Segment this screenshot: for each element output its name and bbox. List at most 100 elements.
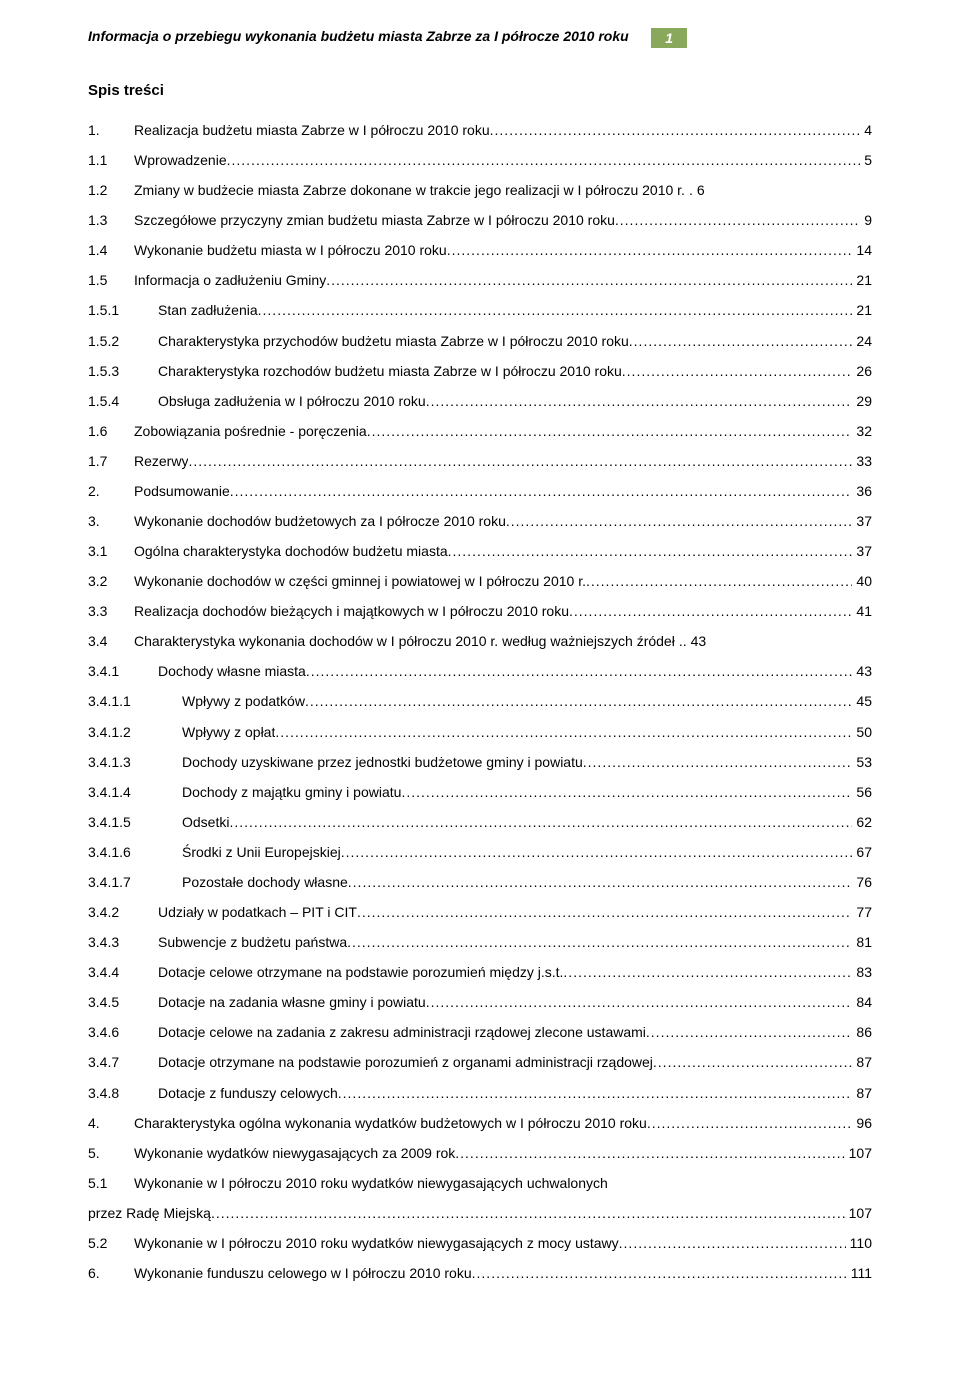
toc-number: 3.4.1.6 <box>88 843 182 862</box>
toc-entry: 1.5.4Obsługa zadłużenia w I półroczu 201… <box>88 392 872 411</box>
toc-page: 56 <box>852 783 872 802</box>
toc-entry: 5.1Wykonanie w I półroczu 2010 roku wyda… <box>88 1174 872 1193</box>
toc-page: 84 <box>852 993 872 1012</box>
toc-leader <box>305 692 852 711</box>
toc-leader <box>490 121 861 140</box>
toc-heading: Spis treści <box>88 82 872 99</box>
toc-entry: 3.4.7Dotacje otrzymane na podstawie poro… <box>88 1053 872 1072</box>
toc-label: Wykonanie dochodów budżetowych za I półr… <box>134 512 506 531</box>
table-of-contents: 1.Realizacja budżetu miasta Zabrze w I p… <box>88 121 872 1283</box>
toc-label: Obsługa zadłużenia w I półroczu 2010 rok… <box>158 392 426 411</box>
toc-label: Informacja o zadłużeniu Gminy <box>134 271 326 290</box>
toc-leader <box>229 813 852 832</box>
toc-leader <box>472 1264 847 1283</box>
toc-leader-short: . <box>685 181 693 200</box>
page-number-badge: 1 <box>651 28 687 48</box>
toc-label: Zobowiązania pośrednie - poręczenia <box>134 422 367 441</box>
toc-entry: 2.Podsumowanie 36 <box>88 482 872 501</box>
toc-number: 3.4.1 <box>88 662 158 681</box>
toc-label: Rezerwy <box>134 452 188 471</box>
toc-number: 6. <box>88 1264 134 1283</box>
toc-number: 3.4.1.3 <box>88 753 182 772</box>
toc-entry: 3.4.1.7Pozostałe dochody własne 76 <box>88 873 872 892</box>
toc-leader <box>258 301 853 320</box>
toc-entry-continuation: przez Radę Miejską107 <box>88 1204 872 1223</box>
toc-leader <box>622 362 853 381</box>
toc-number: 3.4.1.5 <box>88 813 182 832</box>
toc-entry: 5.2Wykonanie w I półroczu 2010 roku wyda… <box>88 1234 872 1253</box>
toc-page: 36 <box>852 482 872 501</box>
toc-label: Dochody uzyskiwane przez jednostki budże… <box>182 753 583 772</box>
toc-number: 4. <box>88 1114 134 1133</box>
toc-entry: 6.Wykonanie funduszu celowego w I półroc… <box>88 1264 872 1283</box>
toc-number: 3.2 <box>88 572 134 591</box>
toc-page: 43 <box>687 632 707 651</box>
toc-leader <box>367 422 853 441</box>
toc-page: 33 <box>852 452 872 471</box>
toc-leader <box>357 903 852 922</box>
toc-entry: 3.4.2Udziały w podatkach – PIT i CIT 77 <box>88 903 872 922</box>
toc-entry: 1.7Rezerwy 33 <box>88 452 872 471</box>
toc-label: Podsumowanie <box>134 482 230 501</box>
toc-label: Wykonanie budżetu miasta w I półroczu 20… <box>134 241 447 260</box>
toc-number: 3.4.5 <box>88 993 158 1012</box>
toc-number: 5.1 <box>88 1174 134 1193</box>
toc-leader <box>448 542 853 561</box>
toc-number: 3.4.7 <box>88 1053 158 1072</box>
toc-leader <box>188 452 852 471</box>
page-header: Informacja o przebiegu wykonania budżetu… <box>88 28 872 48</box>
toc-leader-short: .. <box>675 632 687 651</box>
toc-leader <box>586 572 852 591</box>
toc-leader <box>569 602 852 621</box>
toc-page: 37 <box>852 512 872 531</box>
toc-label: Środki z Unii Europejskiej <box>182 843 341 862</box>
toc-entry: 3.4Charakterystyka wykonania dochodów w … <box>88 632 872 651</box>
toc-leader <box>230 482 853 501</box>
toc-entry: 4.Charakterystyka ogólna wykonania wydat… <box>88 1114 872 1133</box>
toc-page: 111 <box>847 1264 872 1283</box>
toc-number: 1.3 <box>88 211 134 230</box>
toc-entry: 3.4.1.5Odsetki 62 <box>88 813 872 832</box>
toc-entry: 3.4.1.6Środki z Unii Europejskiej 67 <box>88 843 872 862</box>
toc-page: 83 <box>852 963 872 982</box>
toc-number: 1.2 <box>88 181 134 200</box>
toc-page: 9 <box>860 211 872 230</box>
toc-page: 87 <box>852 1084 872 1103</box>
toc-page: 107 <box>845 1204 872 1223</box>
toc-leader <box>647 1114 853 1133</box>
toc-page: 110 <box>846 1234 872 1253</box>
toc-label: Wprowadzenie <box>134 151 227 170</box>
toc-leader <box>629 332 853 351</box>
toc-entry: 3.4.1.3Dochody uzyskiwane przez jednostk… <box>88 753 872 772</box>
toc-number: 1.5.2 <box>88 332 158 351</box>
page: Informacja o przebiegu wykonania budżetu… <box>0 0 960 1389</box>
toc-leader <box>615 211 860 230</box>
toc-entry: 5.Wykonanie wydatków niewygasających za … <box>88 1144 872 1163</box>
toc-page: 6 <box>693 181 705 200</box>
toc-leader <box>348 873 853 892</box>
toc-label: Charakterystyka wykonania dochodów w I p… <box>134 632 675 651</box>
toc-label: Udziały w podatkach – PIT i CIT <box>158 903 357 922</box>
toc-number: 3.3 <box>88 602 134 621</box>
toc-label: Dotacje otrzymane na podstawie porozumie… <box>158 1053 653 1072</box>
toc-entry: 3.1Ogólna charakterystyka dochodów budże… <box>88 542 872 561</box>
toc-number: 3.4.1.1 <box>88 692 182 711</box>
toc-leader <box>653 1053 853 1072</box>
toc-number: 3.4 <box>88 632 134 651</box>
toc-entry: 1.5Informacja o zadłużeniu Gminy 21 <box>88 271 872 290</box>
toc-label: Charakterystyka rozchodów budżetu miasta… <box>158 362 622 381</box>
toc-number: 1.4 <box>88 241 134 260</box>
toc-entry: 3.4.1.4Dochody z majątku gminy i powiatu… <box>88 783 872 802</box>
toc-label: Zmiany w budżecie miasta Zabrze dokonane… <box>134 181 685 200</box>
toc-leader <box>347 933 852 952</box>
toc-entry: 1.3Szczegółowe przyczyny zmian budżetu m… <box>88 211 872 230</box>
toc-leader <box>583 753 853 772</box>
toc-number: 1.5 <box>88 271 134 290</box>
toc-number: 3.4.1.2 <box>88 723 182 742</box>
toc-label: Dochody z majątku gminy i powiatu <box>182 783 401 802</box>
toc-number: 3.4.4 <box>88 963 158 982</box>
toc-leader <box>338 1084 853 1103</box>
toc-page: 62 <box>852 813 872 832</box>
toc-page: 50 <box>852 723 872 742</box>
toc-page: 26 <box>852 362 872 381</box>
